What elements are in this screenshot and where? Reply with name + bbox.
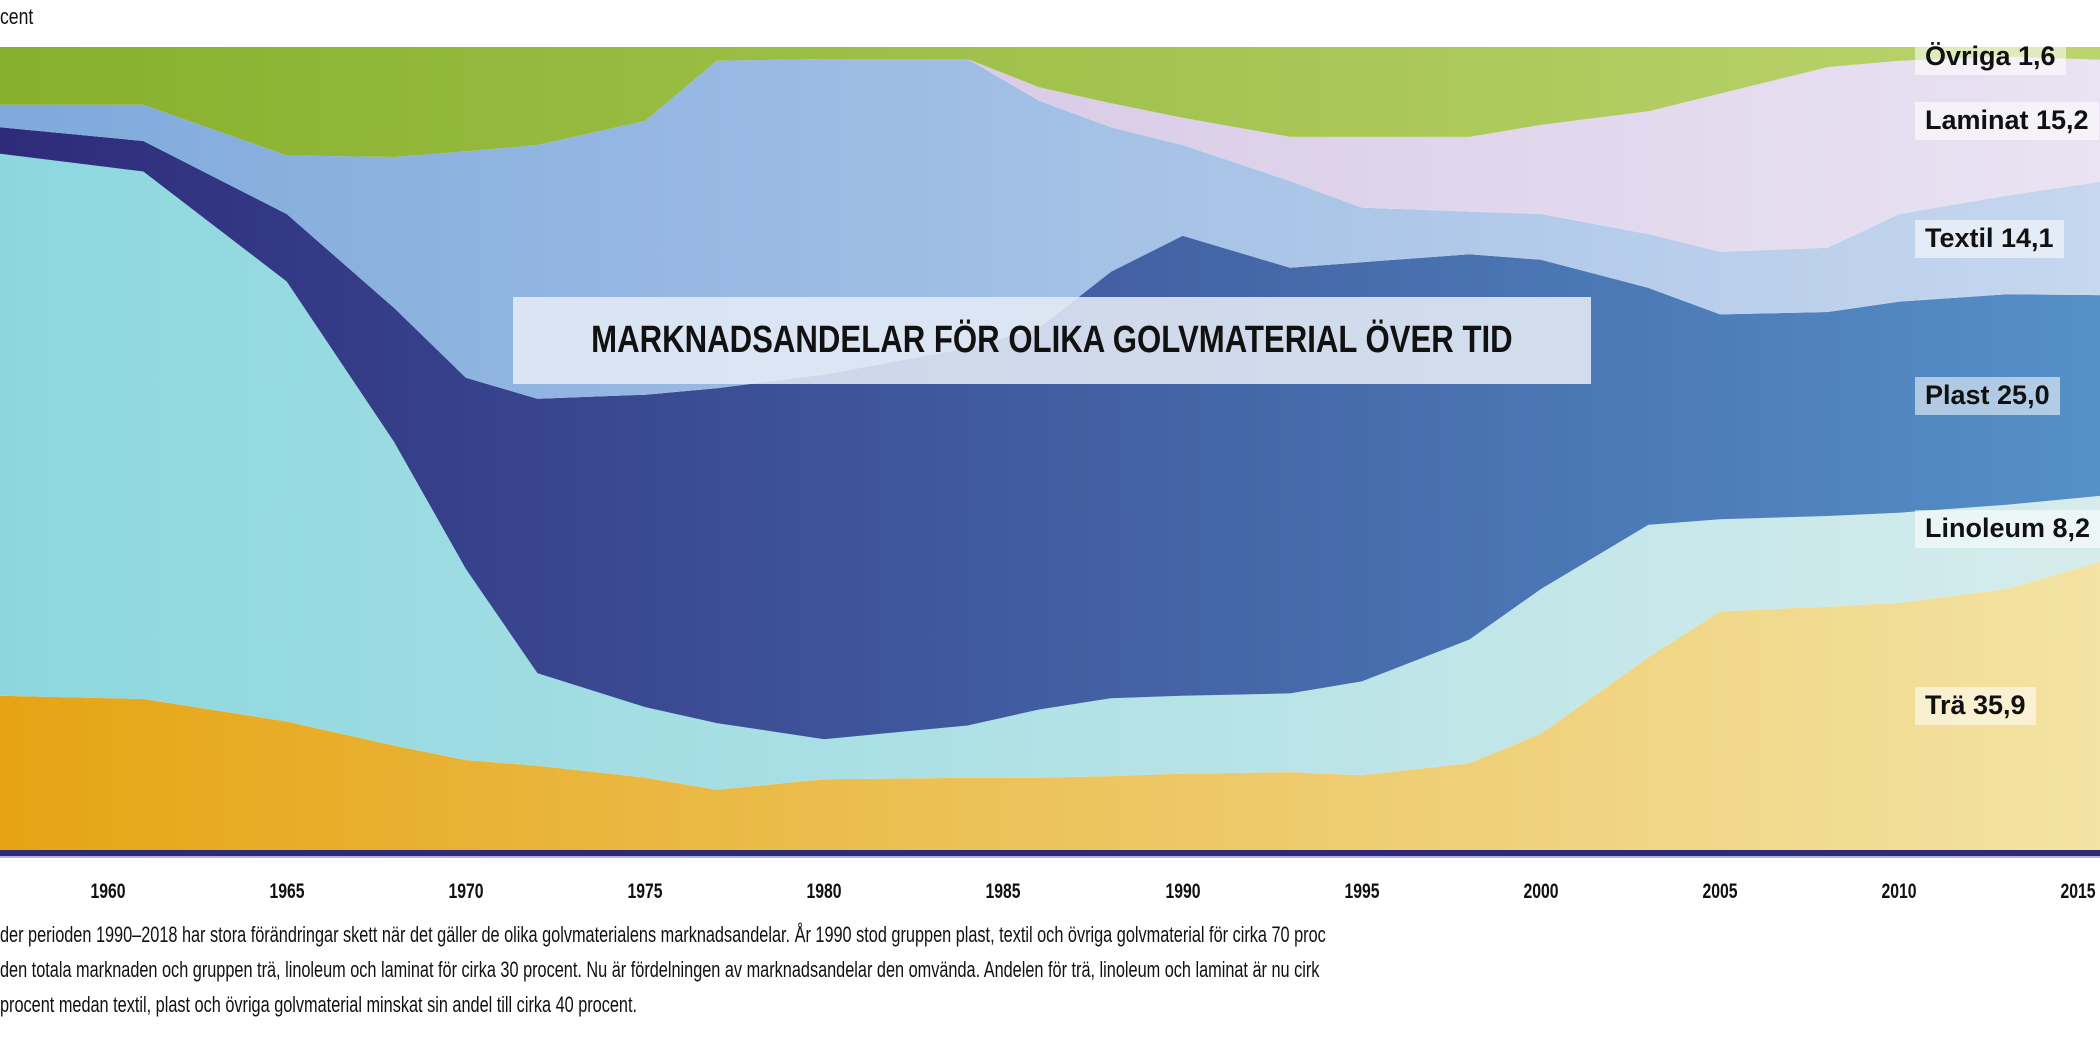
- series-label-laminat: Laminat 15,2: [1915, 101, 2099, 140]
- area-övriga: [0, 47, 2100, 157]
- x-tick-label: 2005: [1702, 880, 1738, 903]
- caption-line-3: procent medan textil, plast och övriga g…: [0, 992, 638, 1017]
- area-plast: [0, 127, 2100, 740]
- chart-title-box: MARKNADSANDELAR FÖR OLIKA GOLVMATERIAL Ö…: [513, 297, 1591, 384]
- x-axis-line-shadow: [0, 856, 2100, 858]
- caption-line-2: den totala marknaden och gruppen trä, li…: [0, 957, 1320, 982]
- series-label-textil: Textil 14,1: [1915, 219, 2064, 258]
- series-label-text: Trä 35,9: [1925, 690, 2026, 721]
- series-label-text: Linoleum 8,2: [1925, 513, 2091, 544]
- series-label-text: Laminat 15,2: [1925, 105, 2089, 136]
- x-tick-label: 1995: [1344, 880, 1380, 903]
- x-tick-label: 2015: [2060, 880, 2097, 903]
- x-tick-label: 1975: [627, 880, 663, 903]
- series-label-text: Övriga 1,6: [1925, 40, 2056, 71]
- series-label-linoleum: Linoleum 8,2: [1915, 509, 2100, 548]
- x-tick-label: 1960: [89, 880, 126, 903]
- area-layers: [0, 47, 2100, 850]
- area-laminat: [0, 56, 2100, 252]
- x-tick-label: 1980: [806, 880, 842, 903]
- y-axis-unit-label: cent: [0, 4, 34, 29]
- x-tick-label: 1965: [269, 880, 305, 903]
- area-trä: [0, 561, 2100, 850]
- x-tick-label: 1990: [1165, 880, 1201, 903]
- area-linoleum: [0, 153, 2100, 790]
- x-tick-label: 2010: [1881, 880, 1917, 903]
- series-label-plast: Plast 25,0: [1915, 376, 2060, 415]
- x-tick-label: 2000: [1523, 880, 1559, 903]
- x-tick-label: 1970: [448, 880, 484, 903]
- x-axis-line: [0, 850, 2100, 856]
- x-tick-label: 1985: [985, 880, 1021, 903]
- stacked-area-chart: [0, 47, 2100, 858]
- caption-line-1: der perioden 1990–2018 har stora förändr…: [0, 922, 1326, 947]
- series-label-text: Textil 14,1: [1925, 223, 2054, 253]
- chart-title: MARKNADSANDELAR FÖR OLIKA GOLVMATERIAL Ö…: [591, 319, 1513, 361]
- series-label-text: Plast 25,0: [1925, 380, 2050, 410]
- series-label-övriga: Övriga 1,6: [1915, 37, 2066, 75]
- series-label-trä: Trä 35,9: [1915, 686, 2036, 725]
